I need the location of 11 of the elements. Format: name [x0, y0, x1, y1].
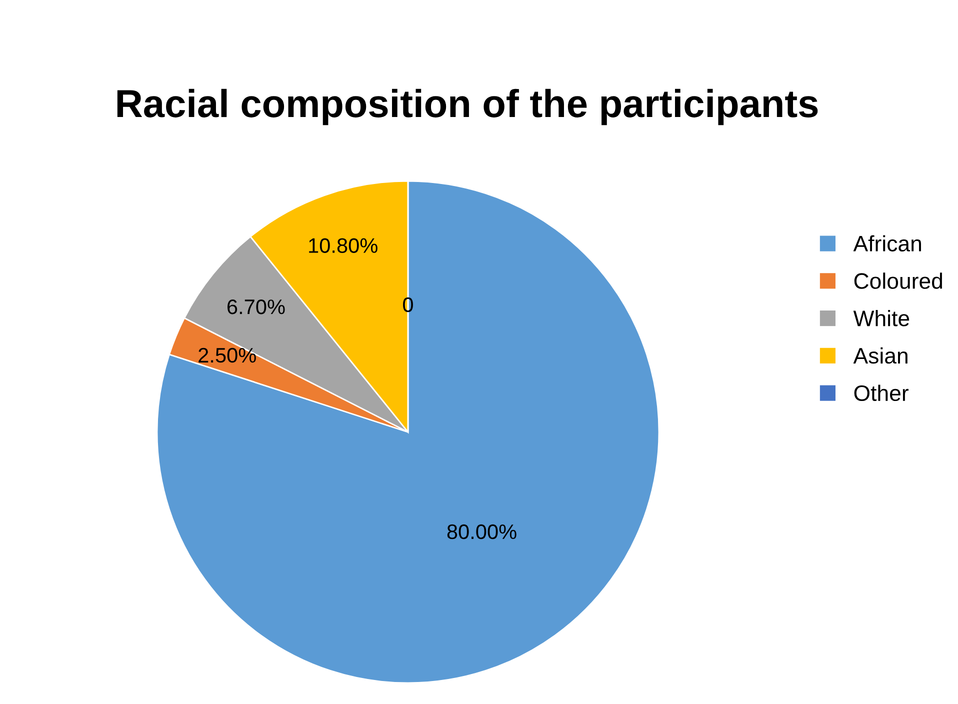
legend-label: Asian: [853, 347, 908, 364]
legend-label: Coloured: [854, 272, 942, 289]
text: 0: [403, 297, 413, 312]
legend-label: Other: [854, 384, 908, 402]
data-label: 6.70%: [228, 299, 285, 314]
legend-label: White: [853, 310, 910, 326]
data-label: 2.50%: [198, 348, 256, 363]
data-label: 10.80%: [309, 238, 378, 253]
chart-title: Racial composition of the participants: [117, 88, 818, 126]
legend-label: African: [853, 235, 921, 252]
data-label: 80.00%: [447, 524, 516, 540]
